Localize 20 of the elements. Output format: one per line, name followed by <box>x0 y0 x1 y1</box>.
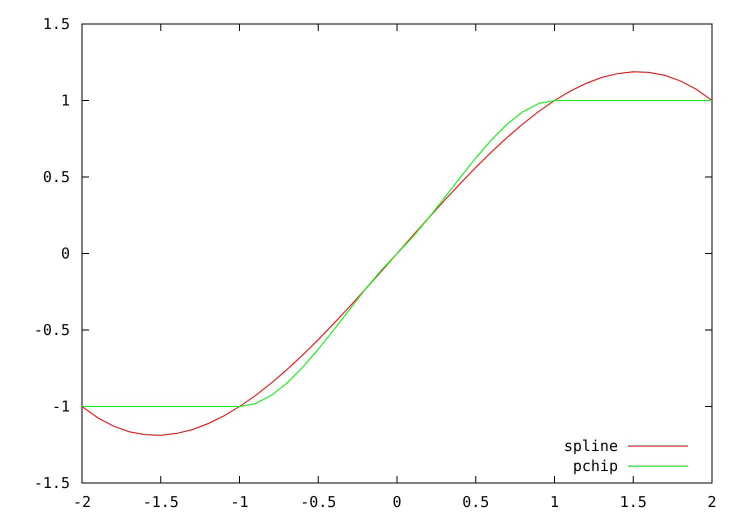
x-tick-label: 1.5 <box>620 493 647 511</box>
line-series <box>82 100 712 407</box>
line-series <box>82 71 712 436</box>
y-tick-label: 1 <box>60 92 70 110</box>
x-tick-label: 0.5 <box>462 493 490 511</box>
y-tick-label: -1.5 <box>34 474 70 492</box>
x-tick-label: -1 <box>230 493 249 511</box>
y-tick-label: 0.5 <box>42 168 70 186</box>
x-tick-label: -1.5 <box>142 493 179 511</box>
x-tick-label: 0 <box>392 493 402 511</box>
y-tick-label: -1 <box>52 398 70 416</box>
x-tick-label: -0.5 <box>300 493 336 511</box>
x-tick-label: -2 <box>72 493 92 511</box>
y-tick-label: 1.5 <box>42 15 70 33</box>
y-tick-label: 0 <box>60 244 70 262</box>
x-tick-label: 1 <box>550 493 560 511</box>
legend-label: pchip <box>572 457 618 475</box>
x-tick-label: 2 <box>707 493 717 511</box>
y-tick-label: -0.5 <box>34 321 70 339</box>
legend-label: spline <box>564 437 618 455</box>
